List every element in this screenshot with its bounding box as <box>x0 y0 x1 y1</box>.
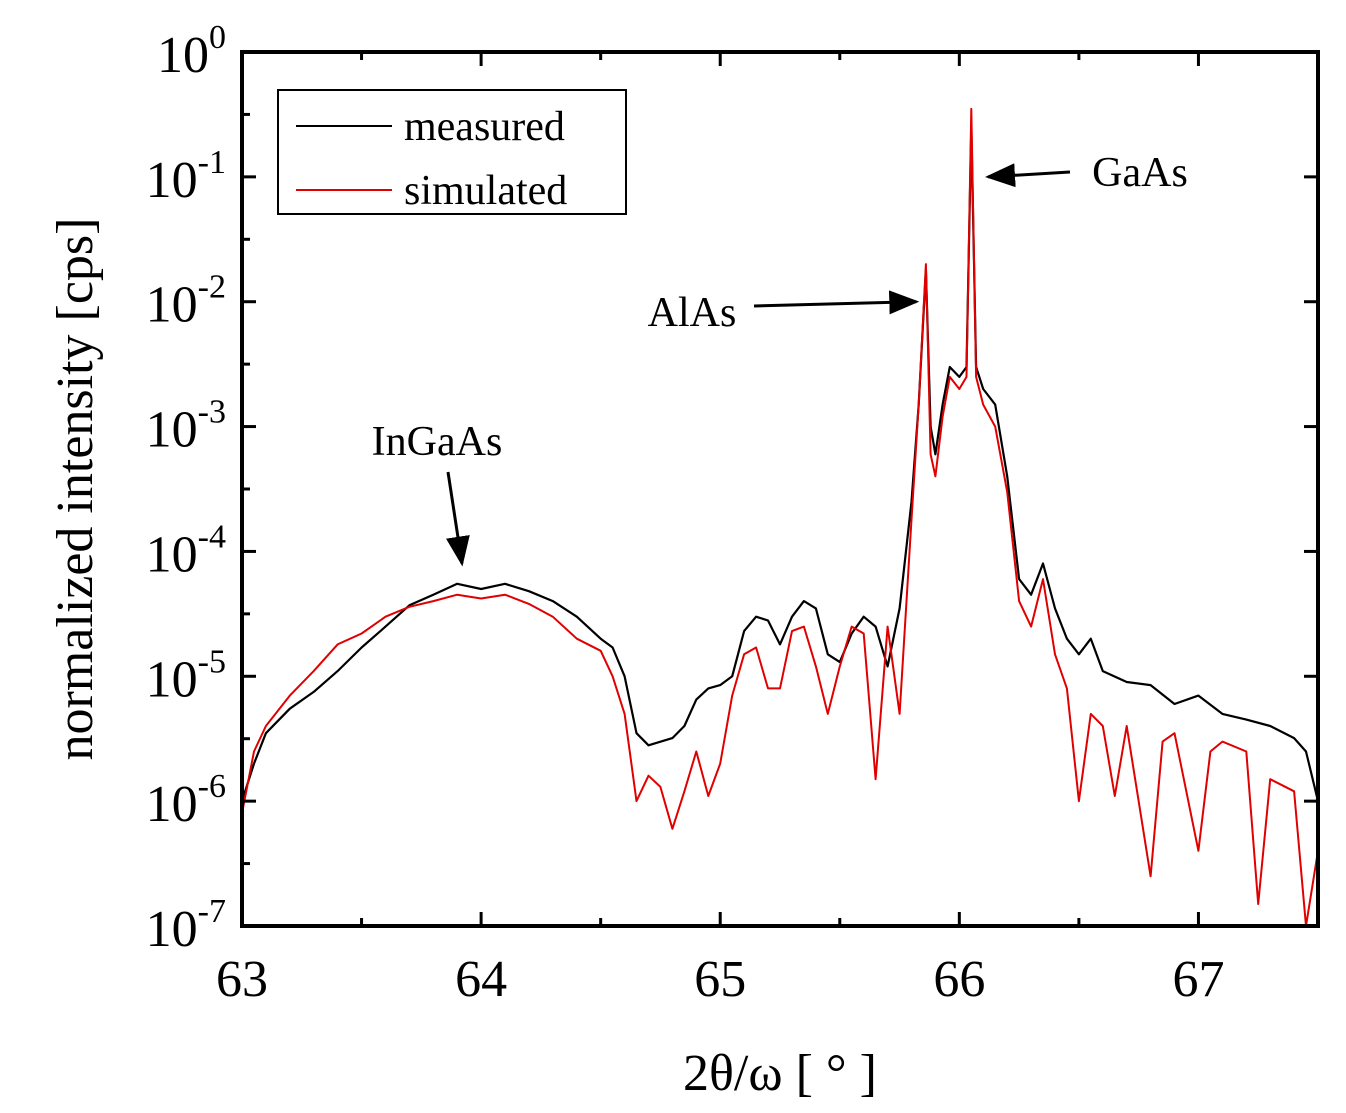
y-tick-label: 10-1 <box>146 144 226 209</box>
annotation-arrow <box>985 163 1071 188</box>
annotation-arrow <box>446 471 470 567</box>
legend-label-simulated: simulated <box>404 168 567 214</box>
y-tick-label: 10-4 <box>146 518 226 583</box>
y-tick-label: 10-2 <box>146 269 226 334</box>
x-tick-label: 63 <box>216 951 268 1008</box>
y-tick-label: 10-7 <box>146 893 226 958</box>
x-tick-label: 66 <box>933 951 985 1008</box>
y-tick-label: 10-6 <box>146 768 226 833</box>
series-line-simulated <box>241 107 1319 927</box>
y-tick-label: 100 <box>157 19 226 84</box>
x-axis: 63 64 65 66 67 <box>216 52 1320 1008</box>
legend-label-measured: measured <box>404 104 565 150</box>
y-axis-label: normalized intensity [cps] <box>47 218 104 761</box>
x-tick-label: 65 <box>694 951 746 1008</box>
legend: measured simulated <box>277 89 627 215</box>
x-tick-label: 64 <box>455 951 507 1008</box>
series-line-measured <box>240 126 1320 802</box>
annotation-gaas: GaAs <box>1092 150 1188 196</box>
y-tick-label: 10-3 <box>146 394 226 459</box>
x-tick-label: 67 <box>1172 951 1224 1008</box>
legend-box <box>277 89 627 215</box>
x-axis-label: 2θ/ω [ ° ] <box>683 1045 877 1102</box>
annotation-layer: InGaAs AlAs GaAs <box>372 150 1188 567</box>
annotation-arrow <box>753 290 920 315</box>
annotation-ingaas: InGaAs <box>372 419 503 465</box>
annotation-alas: AlAs <box>648 290 737 336</box>
series-layer <box>240 107 1320 927</box>
y-axis: 100 10-1 10-2 10-3 10-4 10-5 10-6 10-7 <box>146 19 1318 958</box>
y-tick-label: 10-5 <box>146 643 226 708</box>
